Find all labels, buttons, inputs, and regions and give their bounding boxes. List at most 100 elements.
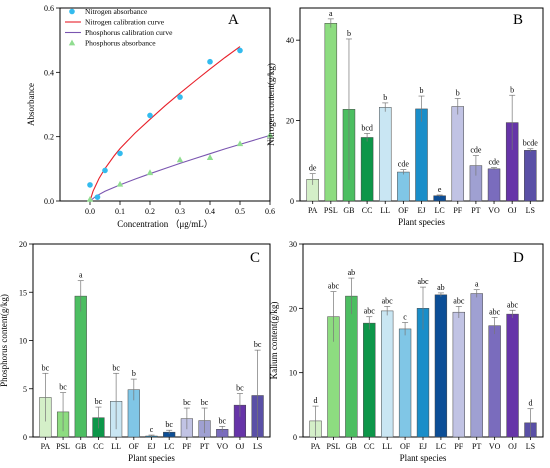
significance-label: cde — [488, 158, 500, 167]
x-tick-label: EJ — [418, 206, 426, 215]
significance-label: cde — [398, 160, 410, 169]
bar — [415, 108, 428, 202]
x-tick-label: PT — [471, 206, 480, 215]
significance-label: abc — [382, 296, 394, 305]
data-point — [86, 195, 94, 202]
x-tick-label: LL — [380, 206, 390, 215]
x-axis-label: Plant species — [400, 453, 447, 463]
y-tick-label: 0 — [290, 197, 294, 206]
y-axis-label: Phosphorus content(g/kg) — [0, 294, 9, 387]
significance-label: abc — [507, 300, 519, 309]
significance-label: bc — [112, 363, 120, 372]
significance-label: bc — [42, 363, 50, 372]
plot-frame — [59, 7, 271, 202]
y-tick-label: 10 — [289, 369, 297, 378]
y-tick-label: 0 — [23, 433, 27, 442]
significance-label: bc — [236, 384, 244, 393]
bar — [398, 328, 412, 438]
x-tick-label: 0.0 — [85, 207, 95, 216]
significance-label: a — [475, 280, 479, 289]
x-tick-label: CC — [93, 442, 104, 451]
bar — [360, 137, 374, 202]
x-tick-label: LS — [526, 206, 535, 215]
significance-label: de — [309, 164, 317, 173]
y-tick-label: 5 — [23, 385, 27, 394]
significance-label: e — [438, 185, 442, 194]
bar — [378, 107, 392, 202]
data-point — [102, 167, 108, 174]
data-point — [176, 156, 184, 163]
x-tick-label: LL — [382, 442, 392, 451]
x-axis-label: Plant species — [128, 453, 175, 463]
x-tick-label: PT — [200, 442, 209, 451]
y-tick-label: 0.2 — [44, 133, 54, 142]
x-tick-label: PF — [453, 206, 462, 215]
x-tick-label: 0.3 — [175, 207, 185, 216]
y-axis-label: Nitrogen content(g/kg) — [266, 63, 276, 146]
bar — [74, 295, 87, 438]
bar — [506, 313, 519, 438]
significance-label: d — [314, 396, 318, 405]
significance-label: b — [132, 369, 136, 378]
legend-marker — [69, 8, 75, 15]
legend-entry: Nitrogen absorbance — [85, 7, 148, 16]
significance-label: bc — [201, 398, 209, 407]
bar — [452, 311, 465, 438]
significance-label: d — [528, 399, 532, 408]
legend-entry: Phosphorus absorbance — [85, 39, 156, 48]
x-tick-label: PT — [472, 442, 481, 451]
data-point — [236, 140, 244, 147]
y-tick-label: 0 — [293, 433, 297, 442]
bar — [524, 150, 537, 202]
significance-label: abc — [364, 307, 376, 316]
x-tick-label: PSL — [56, 442, 70, 451]
bar — [451, 106, 465, 202]
x-tick-label: LC — [164, 442, 174, 451]
significance-label: bc — [254, 340, 262, 349]
y-tick-label: 0.4 — [44, 68, 54, 77]
significance-label: c — [403, 312, 407, 321]
x-tick-label: LL — [111, 442, 121, 451]
x-tick-label: VO — [489, 442, 501, 451]
x-tick-label: 0.4 — [205, 207, 215, 216]
significance-label: b — [510, 85, 514, 94]
x-tick-label: OF — [400, 442, 411, 451]
significance-label: bcd — [361, 123, 373, 132]
bar — [487, 168, 501, 202]
x-tick-label: PSL — [327, 442, 341, 451]
data-point — [117, 150, 123, 157]
x-tick-label: EJ — [419, 442, 427, 451]
x-tick-label: LC — [435, 206, 445, 215]
y-tick-label: 0.0 — [44, 197, 54, 206]
bar — [363, 322, 376, 438]
x-tick-label: EJ — [148, 442, 156, 451]
panel-a: A 0.0 0.2 0.4 0.6 Absorbance 0.0 0.1 0.2 0.3 0.4 0.… — [26, 4, 275, 229]
y-tick-label: 0.6 — [44, 4, 54, 13]
x-tick-label: OF — [398, 206, 409, 215]
significance-label: b — [456, 88, 460, 97]
x-tick-label: PSL — [324, 206, 338, 215]
significance-label: bc — [165, 420, 173, 429]
bar — [381, 310, 394, 438]
significance-label: abc — [489, 307, 501, 316]
x-tick-label: VO — [216, 442, 228, 451]
x-axis-label: Plant species — [398, 217, 445, 227]
panel-letter-c: C — [250, 250, 260, 266]
bar — [345, 295, 358, 438]
x-tick-label: CC — [362, 206, 373, 215]
data-point — [266, 131, 274, 138]
data-point — [146, 169, 154, 176]
x-tick-label: PF — [182, 442, 191, 451]
x-tick-label: LS — [526, 442, 535, 451]
x-tick-label: LC — [436, 442, 446, 451]
y-tick-label: 40 — [286, 36, 294, 45]
significance-label: bc — [183, 398, 191, 407]
panel-letter-d: D — [513, 250, 524, 266]
significance-label: bc — [95, 397, 103, 406]
panel-letter-a: A — [228, 12, 239, 28]
significance-label: bcde — [523, 139, 539, 148]
significance-label: abc — [417, 277, 429, 286]
x-tick-label: PA — [41, 442, 51, 451]
